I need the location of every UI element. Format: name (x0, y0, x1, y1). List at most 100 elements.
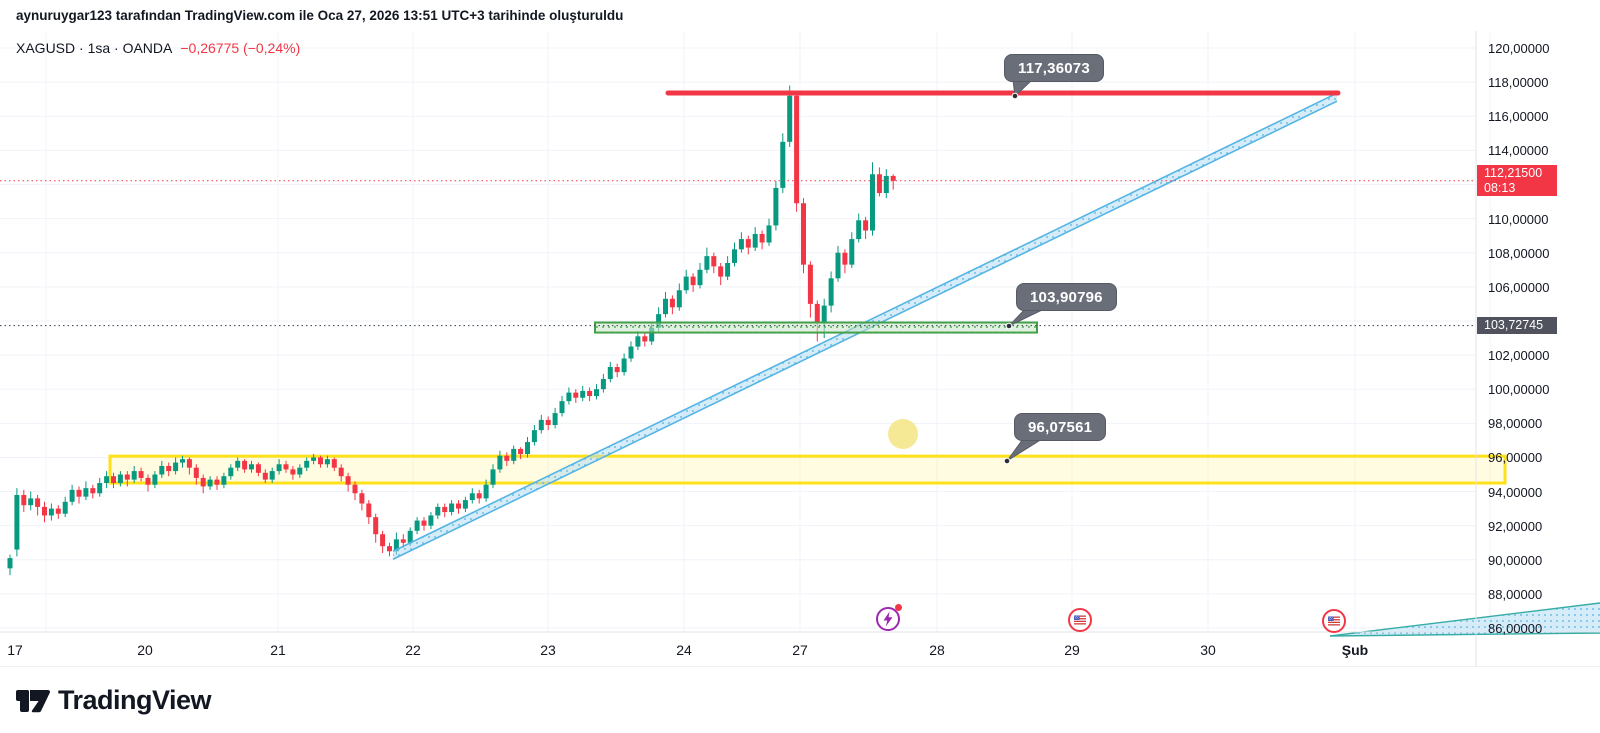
candle-body (255, 464, 261, 473)
candle-body (821, 305, 827, 323)
candle-body (345, 476, 351, 485)
time-axis-label: 20 (137, 642, 153, 658)
level-price-badge: 103,72745 (1477, 317, 1557, 335)
time-axis-label: 30 (1200, 642, 1216, 658)
candle-body (587, 390, 593, 397)
candle-body (656, 314, 662, 328)
candle-body (752, 233, 758, 248)
candle-body (193, 467, 199, 478)
candle-body (304, 460, 310, 468)
candle-body (359, 493, 365, 504)
candle-body (835, 252, 841, 279)
candle-body (242, 460, 248, 470)
candle-body (883, 175, 889, 194)
candle-body (759, 233, 765, 243)
resistance-price-tooltip[interactable]: 117,36073 (1004, 54, 1104, 82)
candle-body (352, 484, 358, 494)
candle-body (414, 520, 420, 531)
tradingview-logo-icon (16, 689, 50, 712)
candle-body (497, 455, 503, 470)
price-axis-label: 120,00000 (1488, 41, 1550, 56)
candle-body (649, 327, 655, 342)
candle-body (318, 457, 323, 465)
candle-body (207, 479, 213, 487)
candle-body (573, 392, 579, 398)
candle-body (525, 442, 530, 455)
price-axis-label: 88,00000 (1488, 586, 1543, 602)
candle-body (718, 266, 724, 277)
candle-body (594, 389, 599, 397)
candle-body (393, 539, 399, 552)
candle-body (69, 489, 75, 502)
candle-body (773, 187, 779, 226)
lightning-event-icon[interactable] (875, 604, 902, 632)
candle-body (173, 462, 179, 472)
support-price-tooltip[interactable]: 103,90796 (1016, 283, 1117, 311)
candle-body (221, 476, 227, 485)
candle-body (566, 392, 572, 402)
candle-body (890, 175, 896, 181)
wedge-lower-line[interactable] (1329, 632, 1600, 637)
tradingview-logo[interactable]: TradingView (16, 685, 212, 716)
candle-body (387, 546, 392, 552)
candle-body (235, 460, 241, 468)
candle-body (104, 476, 110, 484)
candle-body (97, 483, 103, 494)
resistance-tooltip-anchor-dot (1011, 92, 1019, 100)
wedge-upper-line[interactable] (1329, 602, 1600, 637)
us-flag-event-icon[interactable] (1321, 608, 1347, 634)
highlight-brush-dot[interactable] (888, 419, 918, 449)
price-axis-label: 94,00000 (1488, 484, 1543, 500)
candle-body (704, 256, 710, 270)
candle-body (697, 269, 703, 286)
candle-body (469, 493, 475, 501)
legend-symbol-title: XAGUSD · 1sa · OANDA (16, 40, 173, 56)
candle-body (531, 430, 537, 443)
price-axis-label: 102,00000 (1488, 348, 1550, 364)
candle-body (269, 471, 275, 480)
candle-body (166, 465, 172, 472)
price-axis-label: 108,00000 (1488, 245, 1550, 261)
candle-body (380, 534, 386, 547)
candle-body (518, 448, 524, 455)
candle-body (228, 467, 234, 477)
price-axis-label: 116,00000 (1488, 109, 1549, 125)
candle-body (801, 203, 806, 265)
price-axis-label: 100,00000 (1488, 382, 1550, 398)
price-axis-label: 118,00000 (1488, 75, 1549, 91)
candle-body (138, 471, 144, 478)
candle-body (62, 501, 68, 514)
candle-body (124, 474, 130, 480)
zone-tooltip-anchor-dot (1003, 457, 1011, 465)
candle-body (400, 539, 406, 543)
candle-body (580, 390, 586, 398)
candle-body (428, 515, 434, 526)
candle-body (683, 276, 689, 291)
support-tooltip-anchor-dot (1005, 322, 1013, 330)
candle-body (642, 336, 648, 342)
candle-body (787, 95, 793, 142)
candle-body (483, 484, 489, 499)
candle-body (814, 303, 820, 323)
us-flag-event-icon[interactable] (1067, 607, 1093, 633)
candle-body (76, 489, 82, 497)
candle-body (159, 465, 165, 475)
time-axis-label: 24 (676, 642, 692, 658)
candle-body (456, 503, 461, 509)
candle-body (745, 239, 751, 248)
candle-body (249, 464, 254, 470)
time-axis-label: Şub (1341, 642, 1369, 658)
candle-body (331, 459, 337, 468)
candle-body (828, 278, 834, 306)
zone-price-tooltip[interactable]: 96,07561 (1014, 413, 1107, 441)
candle-body (621, 358, 627, 373)
time-axis-label: 29 (1064, 642, 1080, 658)
candle-body (614, 367, 620, 373)
candle-body (628, 346, 634, 359)
footer: TradingView (0, 667, 1600, 733)
time-axis-label: 28 (929, 642, 945, 658)
candle-body (690, 276, 696, 286)
candle-body (794, 95, 800, 204)
